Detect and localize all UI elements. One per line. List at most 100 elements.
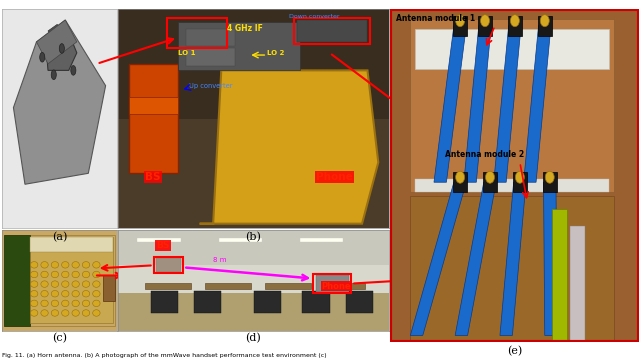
- Circle shape: [456, 171, 465, 183]
- Text: (c): (c): [52, 333, 67, 344]
- Bar: [219, 238, 262, 242]
- Circle shape: [72, 300, 79, 307]
- Bar: [415, 29, 609, 69]
- Bar: [508, 16, 522, 36]
- Circle shape: [486, 171, 495, 183]
- Text: 8 m: 8 m: [213, 257, 227, 263]
- Bar: [319, 283, 365, 289]
- Bar: [194, 291, 221, 313]
- Bar: [483, 172, 497, 192]
- Bar: [138, 238, 180, 242]
- Text: Up converter: Up converter: [189, 83, 232, 89]
- Circle shape: [61, 300, 69, 307]
- Circle shape: [93, 300, 100, 307]
- Circle shape: [40, 52, 45, 62]
- Polygon shape: [434, 26, 467, 182]
- Circle shape: [51, 300, 59, 307]
- Bar: [316, 275, 349, 292]
- Circle shape: [93, 310, 100, 316]
- Text: LO 1: LO 1: [178, 50, 195, 56]
- Circle shape: [61, 290, 69, 297]
- Circle shape: [515, 171, 524, 183]
- Text: (a): (a): [52, 232, 67, 242]
- Circle shape: [41, 262, 48, 268]
- Bar: [154, 257, 184, 273]
- Circle shape: [481, 15, 490, 27]
- Bar: [167, 18, 227, 49]
- Circle shape: [61, 281, 69, 287]
- Polygon shape: [200, 70, 378, 224]
- Bar: [254, 291, 281, 313]
- Circle shape: [72, 262, 79, 268]
- Bar: [129, 97, 178, 114]
- Bar: [103, 275, 115, 301]
- Bar: [178, 22, 300, 70]
- Text: Fig. 11. (a) Horn antenna. (b) A photograph of the mmWave handset performance te: Fig. 11. (a) Horn antenna. (b) A photogr…: [2, 353, 326, 358]
- Text: BS: BS: [145, 172, 161, 182]
- Bar: [478, 16, 492, 36]
- Circle shape: [41, 310, 48, 316]
- Bar: [118, 230, 389, 265]
- Bar: [543, 172, 557, 192]
- Bar: [415, 179, 609, 192]
- Bar: [410, 19, 614, 192]
- Circle shape: [31, 290, 38, 297]
- Bar: [156, 258, 180, 273]
- Text: 4 GHz IF: 4 GHz IF: [227, 24, 262, 33]
- Circle shape: [72, 281, 79, 287]
- Circle shape: [83, 310, 90, 316]
- Bar: [29, 237, 113, 252]
- Bar: [4, 235, 29, 326]
- Polygon shape: [543, 182, 557, 336]
- Bar: [513, 172, 527, 192]
- Circle shape: [72, 271, 79, 278]
- Circle shape: [41, 290, 48, 297]
- Circle shape: [83, 271, 90, 278]
- Circle shape: [83, 262, 90, 268]
- Bar: [453, 16, 467, 36]
- Circle shape: [41, 281, 48, 287]
- Text: Antenna module 1: Antenna module 1: [396, 14, 475, 23]
- Text: Phone: Phone: [316, 172, 353, 182]
- Circle shape: [31, 262, 38, 268]
- Bar: [303, 291, 330, 313]
- Bar: [538, 16, 552, 36]
- Circle shape: [31, 281, 38, 287]
- Circle shape: [72, 310, 79, 316]
- Circle shape: [51, 70, 56, 80]
- Bar: [453, 172, 467, 192]
- Bar: [186, 49, 235, 66]
- Bar: [118, 9, 389, 119]
- Circle shape: [51, 281, 59, 287]
- Polygon shape: [524, 26, 551, 182]
- Bar: [118, 265, 389, 293]
- Circle shape: [51, 262, 59, 268]
- Text: BS: BS: [156, 241, 170, 250]
- Circle shape: [510, 15, 520, 27]
- Circle shape: [60, 44, 65, 53]
- Circle shape: [545, 171, 554, 183]
- Circle shape: [41, 300, 48, 307]
- Text: LO 2: LO 2: [268, 50, 285, 56]
- Circle shape: [93, 281, 100, 287]
- Polygon shape: [410, 182, 467, 336]
- Bar: [552, 209, 567, 342]
- Polygon shape: [455, 182, 496, 336]
- Bar: [294, 18, 370, 44]
- Circle shape: [93, 262, 100, 268]
- Polygon shape: [36, 20, 77, 64]
- Text: (b): (b): [246, 232, 261, 242]
- Circle shape: [31, 271, 38, 278]
- Text: Antenna module 2: Antenna module 2: [445, 150, 525, 159]
- Bar: [264, 283, 310, 289]
- Circle shape: [61, 271, 69, 278]
- Bar: [297, 20, 367, 42]
- Circle shape: [456, 15, 465, 27]
- Text: Phone: Phone: [321, 282, 351, 291]
- Circle shape: [51, 271, 59, 278]
- Circle shape: [83, 281, 90, 287]
- Circle shape: [31, 310, 38, 316]
- Polygon shape: [45, 24, 77, 70]
- Bar: [314, 274, 351, 293]
- Bar: [145, 283, 191, 289]
